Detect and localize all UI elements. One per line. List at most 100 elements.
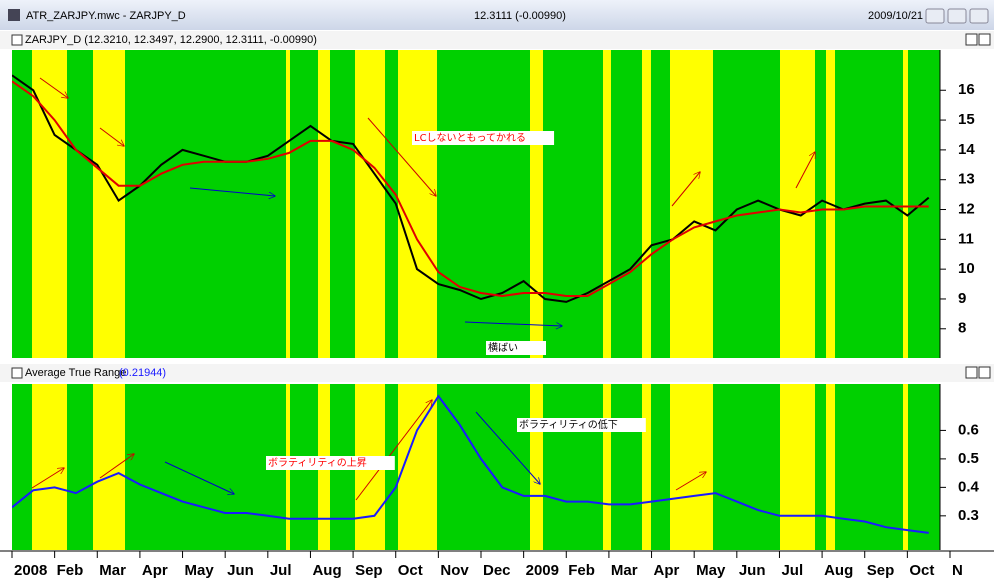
minimize-button[interactable] — [925, 8, 945, 24]
x-tick-label: Aug — [824, 562, 853, 579]
x-tick-label: Dec — [483, 562, 511, 579]
arrow — [189, 187, 275, 196]
band-yellow — [530, 384, 543, 550]
y-tick-label: 9 — [958, 290, 966, 307]
y-tick-label: 0.5 — [958, 450, 979, 467]
x-tick-label: 2009 — [526, 562, 559, 579]
band-yellow — [780, 384, 815, 550]
window-quote: 12.3111 (-0.00990) — [474, 10, 566, 22]
x-tick-label: Mar — [99, 562, 126, 579]
x-tick-label: Jun — [739, 562, 766, 579]
y-tick-label: 10 — [958, 260, 975, 277]
x-tick-label: Jul — [270, 562, 292, 579]
arrow — [39, 77, 68, 98]
x-tick-label: Feb — [57, 562, 84, 579]
band-yellow — [603, 50, 611, 358]
panel-close-button[interactable] — [978, 33, 991, 46]
band-yellow — [903, 384, 908, 550]
panel-max-button[interactable] — [965, 366, 978, 379]
arrow — [31, 468, 64, 489]
arrow — [675, 472, 706, 491]
arrow — [355, 400, 432, 501]
x-tick-label: Oct — [909, 562, 934, 579]
axes: 2008 Feb Mar Apr May Jun Jul Aug Sep Oct Nov Dec 200… — [0, 50, 994, 579]
y-tick-label: 0.4 — [958, 478, 980, 495]
title-bar — [0, 0, 994, 30]
y-tick-label: 0.6 — [958, 421, 979, 438]
band-yellow — [670, 50, 713, 358]
window-title: ATR_ZARJPY.mwc - ZARJPY_D — [26, 10, 186, 22]
x-tick-label: Sep — [867, 562, 895, 579]
band-yellow — [603, 384, 611, 550]
arrow — [99, 127, 124, 146]
x-tick-label: Sep — [355, 562, 383, 579]
x-tick-label: Oct — [398, 562, 423, 579]
y-tick-label: 12 — [958, 200, 975, 217]
x-tick-label: May — [696, 562, 726, 579]
signal-bands — [12, 50, 940, 550]
arrow — [475, 411, 540, 484]
x-tick-label: Jul — [781, 562, 803, 579]
annotation-arrows — [31, 77, 815, 501]
panel-max-button[interactable] — [965, 33, 978, 46]
x-tick-label: Feb — [568, 562, 595, 579]
band-yellow — [398, 384, 437, 550]
y-tick-label: 11 — [958, 230, 974, 247]
panel-icon — [11, 34, 23, 46]
band-yellow — [286, 50, 290, 358]
band-yellow — [355, 50, 385, 358]
band-yellow — [670, 384, 713, 550]
arrow — [795, 152, 815, 189]
panel-title: ZARJPY_D (12.3210, 12.3497, 12.2900, 12.… — [25, 34, 317, 46]
annotation: LCしないともってかれる — [414, 132, 526, 144]
annotation: 横ばい — [488, 341, 518, 354]
series-line — [12, 80, 929, 298]
series-line — [12, 74, 930, 303]
window-date: 2009/10/21 — [868, 10, 923, 22]
close-button[interactable] — [969, 8, 989, 24]
arrow — [99, 454, 134, 479]
restore-button[interactable] — [947, 8, 967, 24]
panel-close-button[interactable] — [978, 366, 991, 379]
band-yellow — [642, 50, 651, 358]
arrow — [164, 461, 234, 494]
x-tick-label: Aug — [312, 562, 341, 579]
series-line — [12, 394, 929, 534]
y-tick-label: 0.3 — [958, 507, 979, 524]
app-icon — [8, 9, 20, 21]
band-yellow — [93, 50, 125, 358]
y-tick-label: 15 — [958, 111, 975, 128]
arrow — [464, 321, 562, 326]
arrow — [367, 117, 436, 196]
x-tick-label: Mar — [611, 562, 638, 579]
band-yellow — [398, 50, 437, 358]
annotation: ボラティリティの上昇 — [268, 457, 367, 469]
band-yellow — [780, 50, 815, 358]
band-yellow — [93, 384, 125, 550]
x-tick-label: Nov — [440, 562, 469, 579]
band-yellow — [642, 384, 651, 550]
arrow — [671, 172, 700, 207]
y-tick-label: 8 — [958, 320, 966, 337]
plot-area — [12, 74, 930, 534]
x-tick-label: Apr — [142, 562, 168, 579]
panel-subtitle: (0.21944) — [119, 367, 166, 379]
x-tick-label: 2008 — [14, 562, 47, 579]
annotation-box — [486, 341, 546, 355]
x-tick-label: N — [952, 562, 963, 579]
band-yellow — [530, 50, 543, 358]
panel-icon — [11, 367, 23, 379]
band-yellow — [32, 384, 67, 550]
x-tick-label: Jun — [227, 562, 254, 579]
x-tick-label: May — [185, 562, 215, 579]
x-tick-label: Apr — [654, 562, 680, 579]
band-yellow — [826, 384, 835, 550]
band-yellow — [903, 50, 908, 358]
y-tick-label: 14 — [958, 141, 975, 158]
annotation: ボラティリティの低下 — [519, 418, 618, 431]
annotation-box — [517, 418, 646, 432]
y-tick-label: 16 — [958, 81, 975, 98]
panel-title: Average True Range — [25, 367, 126, 379]
